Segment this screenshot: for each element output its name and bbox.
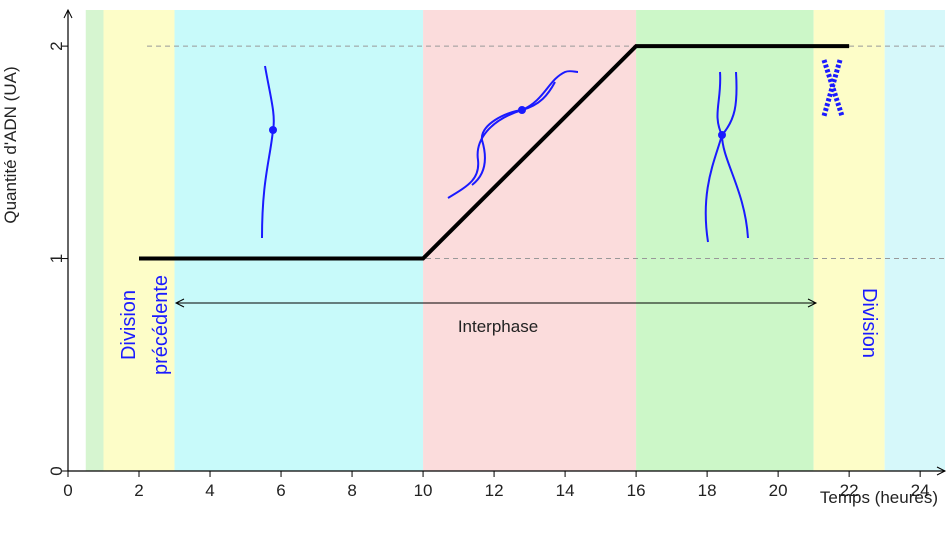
x-tick-label: 22 [840, 481, 859, 500]
phase-band [884, 10, 945, 471]
y-axis-arrow [63, 8, 73, 19]
dna-line [139, 44, 850, 261]
x-tick-label: 14 [556, 481, 575, 500]
division-label: Division [858, 288, 880, 358]
phase-band [103, 10, 175, 471]
x-axis-label: Temps (heures) [820, 488, 938, 507]
phase-bands [85, 10, 945, 471]
phase-band [636, 10, 814, 471]
centromere [269, 126, 277, 134]
phase-band [174, 10, 424, 471]
x-tick-label: 4 [205, 481, 214, 500]
x-tick-label: 24 [911, 481, 930, 500]
x-tick-label: 12 [485, 481, 504, 500]
phase-band [423, 10, 637, 471]
arrow-head [174, 298, 185, 308]
x-tick-label: 2 [134, 481, 143, 500]
chromosome-drawings [261, 59, 845, 243]
x-tick-label: 6 [276, 481, 285, 500]
y-axis-label: Quantité d'ADN (UA) [1, 66, 20, 223]
phase-band [85, 10, 104, 471]
x-tick-label: 16 [627, 481, 646, 500]
x-tick-label: 0 [63, 481, 72, 500]
phase-band [813, 10, 885, 471]
centromere [518, 106, 526, 114]
y-tick-label: 1 [47, 254, 66, 263]
interphase-label: Interphase [458, 317, 538, 336]
chromosome [471, 81, 556, 186]
x-tick-label: 8 [347, 481, 356, 500]
x-tick-label: 18 [698, 481, 717, 500]
x-tick-label: 10 [414, 481, 433, 500]
x-axis-arrow [936, 466, 947, 476]
y-tick-label: 2 [47, 41, 66, 50]
y-tick-label: 0 [47, 466, 66, 475]
x-tick-label: 20 [769, 481, 788, 500]
arrow-head [807, 298, 818, 308]
centromere [718, 131, 726, 139]
previous-division-label: Division [118, 290, 140, 360]
previous-division-label: précédente [150, 275, 172, 375]
